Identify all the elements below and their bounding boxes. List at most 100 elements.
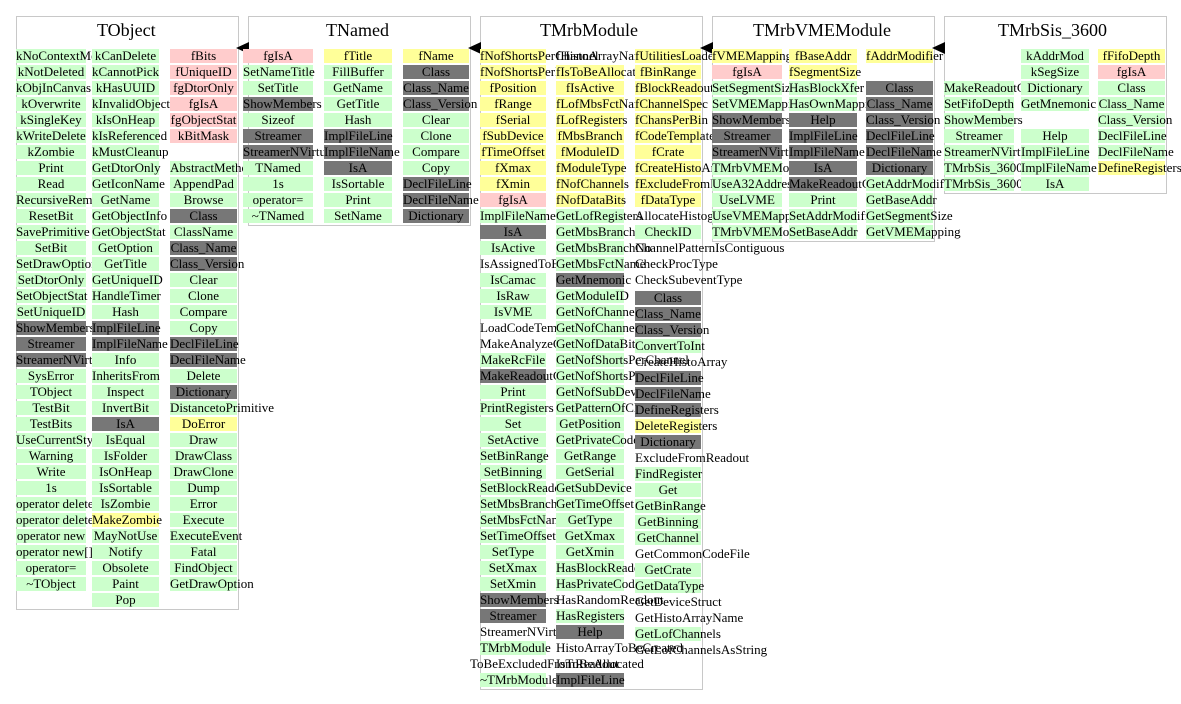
member-cell[interactable]: kObjInCanvas xyxy=(16,80,92,95)
member-cell[interactable]: GetTimeOffset xyxy=(556,496,634,511)
member-cell[interactable]: Dump xyxy=(170,481,237,495)
member-cell[interactable]: StreamerNVirtual xyxy=(16,352,109,367)
member-cell[interactable]: SetXmax xyxy=(480,561,546,575)
member-cell[interactable]: UseVMEMapping xyxy=(712,208,809,223)
member-cell[interactable]: DeclFileLine xyxy=(635,370,704,385)
member-cell[interactable]: GetDrawOption xyxy=(170,576,254,591)
member-cell[interactable]: GetXmax xyxy=(556,529,624,543)
member-cell[interactable]: Paint xyxy=(92,577,159,591)
member-cell[interactable]: fBlockReadout xyxy=(635,80,714,95)
member-cell[interactable]: TMrbSis_3600 xyxy=(944,160,1023,175)
member-cell[interactable]: Execute xyxy=(170,513,237,527)
member-cell[interactable]: SetDrawOption xyxy=(16,256,98,271)
member-cell[interactable]: Print xyxy=(324,193,392,207)
member-cell[interactable]: IsOnHeap xyxy=(92,465,159,479)
member-cell[interactable]: ImplFileName xyxy=(324,144,400,159)
member-cell[interactable]: DefineRegisters xyxy=(635,402,719,417)
member-cell[interactable]: SetObjectStat xyxy=(16,288,88,303)
member-cell[interactable]: Streamer xyxy=(480,609,546,623)
member-cell[interactable]: DeclFileName xyxy=(635,386,711,401)
member-cell[interactable]: ImplFileLine xyxy=(92,320,161,335)
member-cell[interactable]: LoadCodeTemplates xyxy=(480,320,588,335)
member-cell[interactable]: operator new[] xyxy=(16,544,93,559)
member-cell[interactable]: Help xyxy=(556,625,624,639)
member-cell[interactable]: GetMnemonic xyxy=(556,272,632,287)
member-cell[interactable]: Streamer xyxy=(712,129,782,143)
member-cell[interactable]: kCanDelete xyxy=(92,49,159,63)
member-cell[interactable]: Dictionary xyxy=(170,385,237,399)
member-cell[interactable]: Hash xyxy=(92,305,159,319)
member-cell[interactable]: SetBinRange xyxy=(480,448,549,463)
member-cell[interactable]: fgIsA xyxy=(243,49,313,63)
member-cell[interactable]: fCreateHistoArray xyxy=(635,160,732,175)
member-cell[interactable]: GetPrivateCodeFile xyxy=(556,432,660,447)
member-cell[interactable]: Dictionary xyxy=(403,209,469,223)
member-cell[interactable]: GetDataType xyxy=(635,578,705,593)
member-cell[interactable]: SetSegmentSize xyxy=(712,80,797,95)
member-cell[interactable]: SetMbsBranch xyxy=(480,496,558,511)
member-cell[interactable]: DoError xyxy=(170,417,237,431)
member-cell[interactable]: HandleTimer xyxy=(92,288,161,303)
member-cell[interactable]: StreamerNVirtual xyxy=(712,144,805,159)
member-cell[interactable]: ShowMembers xyxy=(944,112,1023,127)
member-cell[interactable]: ImplFileName xyxy=(1021,160,1097,175)
member-cell[interactable]: kCannotPick xyxy=(92,64,160,79)
member-cell[interactable]: DeleteRegisters xyxy=(635,418,718,433)
member-cell[interactable]: ImplFileLine xyxy=(1021,144,1090,159)
member-cell[interactable]: HasBlockReadout xyxy=(556,560,651,575)
member-cell[interactable]: IsA xyxy=(1021,177,1089,191)
member-cell[interactable]: Compare xyxy=(170,305,237,319)
member-cell[interactable]: kSegSize xyxy=(1021,65,1089,79)
member-cell[interactable]: CreateHistoArray xyxy=(635,354,728,369)
member-cell[interactable]: DeclFileName xyxy=(866,144,942,159)
member-cell[interactable]: CheckProcType xyxy=(635,256,718,271)
member-cell[interactable]: GetPatternOfChannelsUsed xyxy=(556,401,700,415)
member-cell[interactable]: GetHistoArrayName xyxy=(635,610,744,625)
member-cell[interactable]: operator= xyxy=(243,193,313,207)
member-cell[interactable]: GetSubDevice xyxy=(556,480,632,495)
member-cell[interactable]: fNofShortsPerChannel xyxy=(480,48,599,63)
member-cell[interactable]: AbstractMethod xyxy=(170,160,255,175)
member-cell[interactable]: IsA xyxy=(324,161,392,175)
member-cell[interactable]: Pop xyxy=(92,593,159,607)
member-cell[interactable]: GetMbsFctName xyxy=(556,256,646,271)
member-cell[interactable]: Class_Name xyxy=(170,240,237,255)
member-cell[interactable]: fModuleType xyxy=(556,160,627,175)
member-cell[interactable]: SetMbsFctName xyxy=(480,512,568,527)
member-cell[interactable]: fgObjectStat xyxy=(170,112,237,127)
member-cell[interactable]: SetUniqueID xyxy=(16,304,86,319)
member-cell[interactable]: IsA xyxy=(480,225,546,239)
member-cell[interactable]: operator new xyxy=(16,528,86,543)
member-cell[interactable]: kHasUUID xyxy=(92,81,159,95)
member-cell[interactable]: GetBaseAddr xyxy=(866,192,937,207)
member-cell[interactable]: fAddrModifier xyxy=(866,48,944,63)
member-cell[interactable]: SetFifoDepth xyxy=(944,96,1015,111)
member-cell[interactable]: UseCurrentStyle xyxy=(16,432,103,447)
member-cell[interactable]: fXmax xyxy=(480,161,546,175)
member-cell[interactable]: MayNotUse xyxy=(92,528,159,543)
member-cell[interactable]: GetSegmentSize xyxy=(866,208,953,223)
member-cell[interactable]: SetBaseAddr xyxy=(789,224,858,239)
member-cell[interactable]: DistancetoPrimitive xyxy=(170,400,274,415)
member-cell[interactable]: operator delete[] xyxy=(16,512,103,527)
member-cell[interactable]: Help xyxy=(789,113,857,127)
member-cell[interactable]: Class xyxy=(635,291,701,305)
member-cell[interactable]: kNoContextMenu xyxy=(16,48,110,63)
member-cell[interactable]: Dictionary xyxy=(635,435,701,449)
member-cell[interactable]: fBinRange xyxy=(635,65,701,79)
member-cell[interactable]: SetType xyxy=(480,545,546,559)
member-cell[interactable]: GetCommonCodeFile xyxy=(635,546,750,561)
member-cell[interactable]: SetActive xyxy=(480,433,546,447)
member-cell[interactable]: ToBeExcludedFromReadout xyxy=(470,657,619,671)
member-cell[interactable]: UseA32Addressing xyxy=(712,176,814,191)
member-cell[interactable]: fSegmentSize xyxy=(789,64,862,79)
member-cell[interactable]: ~TObject xyxy=(16,577,86,591)
member-cell[interactable]: IsA xyxy=(92,417,159,431)
member-cell[interactable]: SetBlockReadout xyxy=(480,480,571,495)
member-cell[interactable]: Sizeof xyxy=(243,113,313,127)
member-cell[interactable]: fgIsA xyxy=(480,193,546,207)
member-cell[interactable]: IsAssignedToBranch xyxy=(480,256,589,271)
member-cell[interactable]: fgIsA xyxy=(1098,65,1165,79)
member-cell[interactable]: TNamed xyxy=(243,161,313,175)
member-cell[interactable]: Browse xyxy=(170,193,237,207)
